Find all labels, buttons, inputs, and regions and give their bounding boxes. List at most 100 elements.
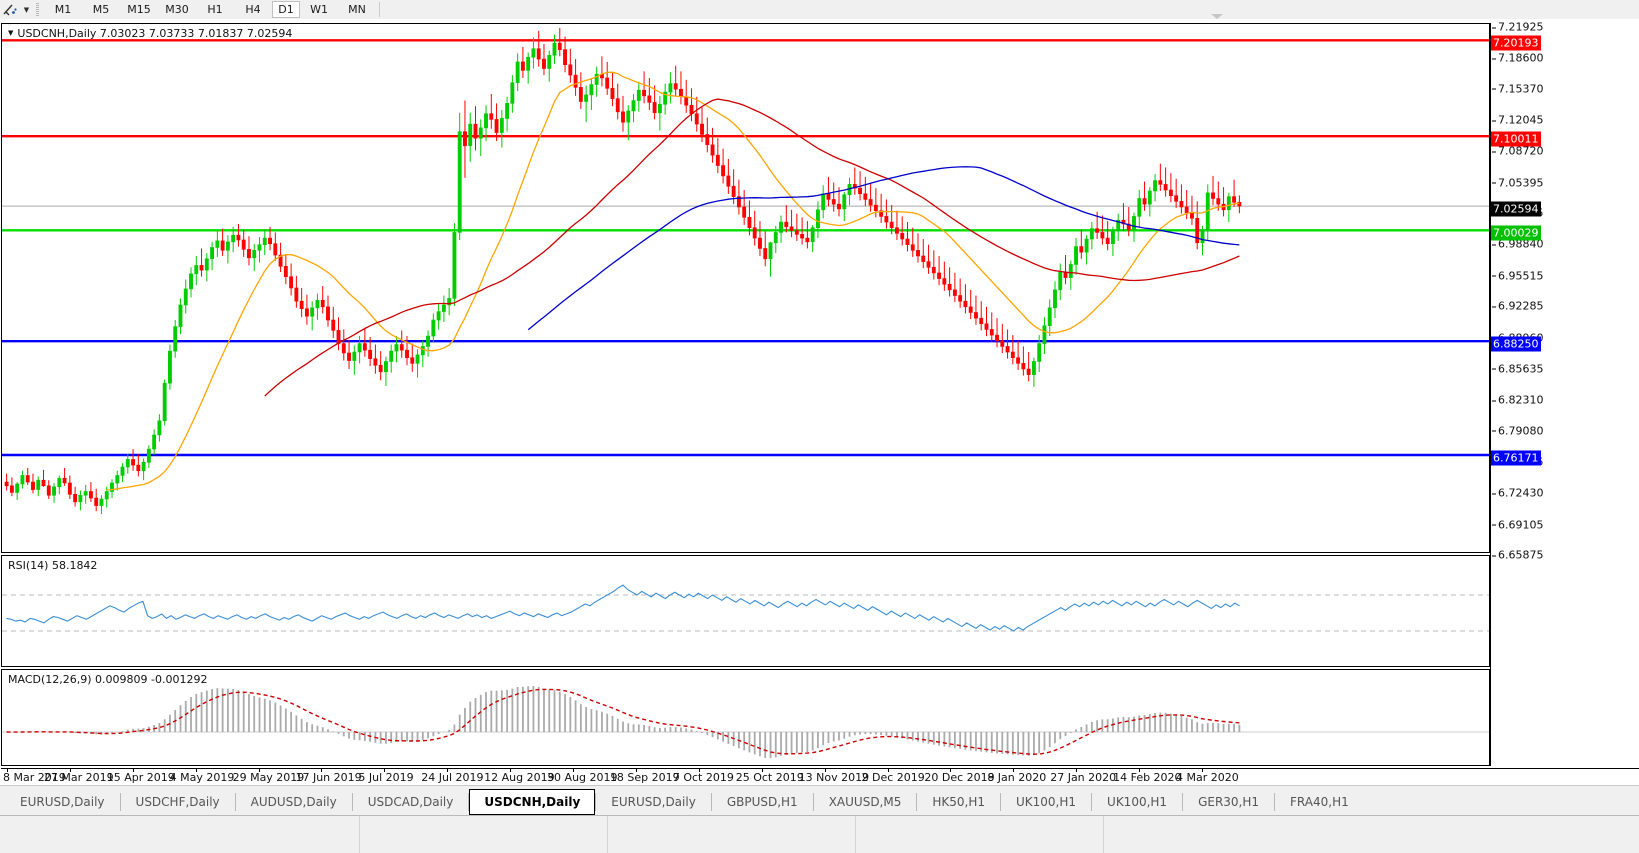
crosshair-tool-icon[interactable] bbox=[0, 1, 20, 18]
tab-divider bbox=[916, 793, 918, 811]
time-axis-tickmark bbox=[510, 769, 512, 772]
tab-divider bbox=[1000, 793, 1001, 811]
price-axis-tick: 7.05395 bbox=[1492, 176, 1544, 189]
time-axis[interactable]: 8 Mar 2019 27 Mar 2019 15 Apr 2019 4 May 20… bbox=[1, 768, 1639, 786]
rsi-pane-label: RSI(14) 58.1842 bbox=[8, 559, 98, 572]
price-level-label-last-price[interactable]: 7.02594 bbox=[1491, 201, 1541, 217]
time-axis-tickmark bbox=[1013, 769, 1015, 772]
time-axis-tickmark bbox=[824, 769, 826, 772]
price-level-label-resistance[interactable]: 7.10011 bbox=[1491, 131, 1541, 147]
price-axis-tick: 6.65875 bbox=[1492, 549, 1544, 562]
tab-audusd-daily[interactable]: AUDUSD,Daily bbox=[250, 795, 337, 809]
price-axis-tick: 7.12045 bbox=[1492, 114, 1544, 127]
rsi-pane[interactable]: RSI(14) 58.1842 bbox=[1, 555, 1490, 667]
time-axis-label: 14 Feb 2020 bbox=[1113, 771, 1182, 784]
collapse-caret-icon[interactable]: ▼ bbox=[8, 29, 14, 37]
time-axis-tickmark bbox=[1076, 769, 1078, 772]
tab-xauusd-m5[interactable]: XAUUSD,M5 bbox=[828, 795, 902, 809]
time-axis-label: 4 May 2019 bbox=[169, 771, 235, 784]
tab-divider bbox=[1274, 793, 1276, 811]
time-axis-label: 20 Dec 2019 bbox=[924, 771, 995, 784]
price-axis-tick: 6.95515 bbox=[1492, 269, 1544, 282]
time-axis-tickmark bbox=[761, 769, 763, 772]
chart-tabbar: EURUSD,Daily USDCHF,Daily AUDUSD,Daily USDC… bbox=[0, 785, 1639, 853]
tab-usdcnh-daily[interactable]: USDCNH,Daily bbox=[469, 789, 596, 815]
price-axis-tick: 6.85635 bbox=[1492, 362, 1544, 375]
timeframe-toolbar: ▼ M1 M5 M15 M30 H1 H4 D1 W1 MN bbox=[0, 0, 1639, 20]
timeframe-h4[interactable]: H4 bbox=[245, 3, 261, 16]
time-axis-tickmark bbox=[573, 769, 575, 772]
price-axis-tick: 6.69105 bbox=[1492, 518, 1544, 531]
price-axis-tick: 7.18600 bbox=[1492, 52, 1544, 65]
time-axis-tickmark bbox=[258, 769, 260, 772]
tab-divider bbox=[595, 793, 597, 811]
time-axis-tickmark bbox=[7, 769, 8, 772]
time-axis-label: 4 Mar 2020 bbox=[1176, 771, 1239, 784]
price-axis-tick: 7.08720 bbox=[1492, 145, 1544, 158]
time-axis-label: 5 Jul 2019 bbox=[358, 771, 414, 784]
tab-hk50-h1[interactable]: HK50,H1 bbox=[932, 795, 985, 809]
time-axis-tickmark bbox=[950, 769, 952, 772]
timeframe-d1[interactable]: D1 bbox=[272, 1, 300, 18]
time-axis-tickmark bbox=[635, 769, 637, 772]
tab-divider bbox=[1091, 793, 1093, 811]
tab-eurusd-daily[interactable]: EURUSD,Daily bbox=[20, 795, 105, 809]
timeframe-h1[interactable]: H1 bbox=[207, 3, 223, 16]
time-axis-tickmark bbox=[384, 769, 386, 772]
time-axis-label: 17 Jun 2019 bbox=[295, 771, 362, 784]
chevron-down-icon[interactable]: ▼ bbox=[23, 5, 30, 14]
price-pane[interactable]: ▼ USDCNH,Daily 7.03023 7.03733 7.01837 7.… bbox=[1, 23, 1490, 553]
scroll-position-marker[interactable] bbox=[1211, 14, 1223, 19]
tabbar-underline bbox=[0, 815, 1639, 816]
time-axis-tickmark bbox=[1202, 769, 1203, 772]
tab-ger30-h1[interactable]: GER30,H1 bbox=[1198, 795, 1260, 809]
price-axis-tick: 7.15370 bbox=[1492, 82, 1544, 95]
time-axis-label: 8 Jan 2020 bbox=[987, 771, 1047, 784]
tab-divider bbox=[351, 793, 353, 811]
tab-divider bbox=[468, 793, 470, 811]
tab-divider bbox=[234, 793, 236, 811]
tab-usdcad-daily[interactable]: USDCAD,Daily bbox=[367, 795, 454, 809]
tab-fra40-h1[interactable]: FRA40,H1 bbox=[1290, 795, 1349, 809]
rsi-plot bbox=[2, 584, 1489, 632]
time-axis-tickmark bbox=[698, 769, 700, 772]
price-axis-tick: 6.79080 bbox=[1492, 424, 1544, 437]
tab-uk100-h1[interactable]: UK100,H1 bbox=[1107, 795, 1168, 809]
tab-divider bbox=[812, 793, 814, 811]
time-axis-tickmark bbox=[1139, 769, 1141, 772]
tab-gbpusd-h1[interactable]: GBPUSD,H1 bbox=[726, 795, 798, 809]
price-level-label-support[interactable]: 7.00029 bbox=[1491, 225, 1541, 241]
price-pane-label: ▼ USDCNH,Daily 7.03023 7.03733 7.01837 7.… bbox=[8, 27, 293, 40]
timeframe-m5[interactable]: M5 bbox=[92, 3, 110, 16]
toolbar-grip[interactable] bbox=[36, 2, 39, 17]
time-axis-tickmark bbox=[132, 769, 134, 772]
price-axis-tick: 6.72430 bbox=[1492, 487, 1544, 500]
timeframe-m1[interactable]: M1 bbox=[54, 3, 72, 16]
timeframe-w1[interactable]: W1 bbox=[310, 3, 328, 16]
tab-uk100-h1[interactable]: UK100,H1 bbox=[1016, 795, 1077, 809]
time-axis-label: 12 Aug 2019 bbox=[484, 771, 555, 784]
tab-eurusd-daily[interactable]: EURUSD,Daily bbox=[611, 795, 696, 809]
price-axis-tick: 7.21925 bbox=[1492, 21, 1544, 34]
time-axis-label: 13 Nov 2019 bbox=[798, 771, 870, 784]
time-axis-label: 27 Jan 2020 bbox=[1050, 771, 1117, 784]
tab-usdchf-daily[interactable]: USDCHF,Daily bbox=[135, 795, 220, 809]
time-axis-tickmark bbox=[69, 769, 71, 772]
tabbar-columns bbox=[0, 816, 1639, 853]
price-level-label-support[interactable]: 6.88250 bbox=[1491, 336, 1541, 352]
price-axis-tick: 6.82310 bbox=[1492, 394, 1544, 407]
timeframe-m30[interactable]: M30 bbox=[165, 3, 189, 16]
chart-canvas-area[interactable]: ▼ USDCNH,Daily 7.03023 7.03733 7.01837 7.… bbox=[0, 19, 1639, 785]
tab-divider bbox=[710, 793, 712, 811]
macd-pane[interactable]: MACD(12,26,9) 0.009809 -0.001292 bbox=[1, 669, 1490, 766]
time-axis-label: 15 Apr 2019 bbox=[106, 771, 175, 784]
chart-tabs[interactable]: EURUSD,Daily USDCHF,Daily AUDUSD,Daily USDC… bbox=[5, 789, 1364, 815]
price-level-label-support[interactable]: 6.76171 bbox=[1491, 450, 1541, 466]
tab-divider bbox=[119, 793, 121, 811]
price-axis[interactable]: 7.21925 7.18600 7.15370 7.12045 7.08720 7.053… bbox=[1490, 21, 1638, 766]
timeframe-m15[interactable]: M15 bbox=[127, 3, 151, 16]
time-axis-label: 30 Aug 2019 bbox=[547, 771, 618, 784]
price-level-label-resistance[interactable]: 7.20193 bbox=[1491, 35, 1541, 51]
timeframe-mn[interactable]: MN bbox=[348, 3, 366, 16]
